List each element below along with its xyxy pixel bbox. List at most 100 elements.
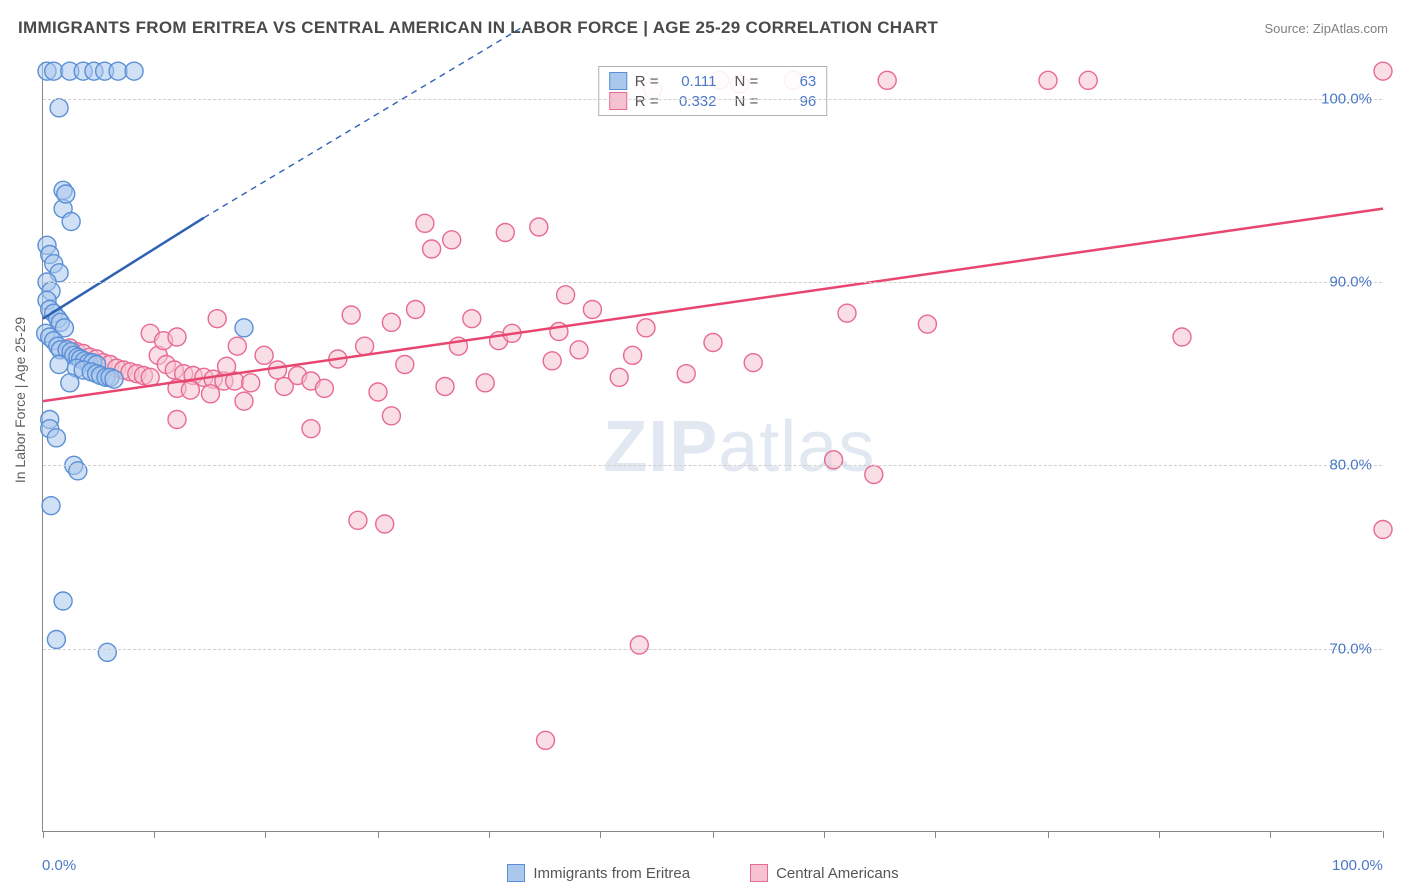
data-point — [624, 346, 642, 364]
y-tick-label: 90.0% — [1329, 274, 1372, 291]
data-point — [570, 341, 588, 359]
data-point — [235, 319, 253, 337]
data-point — [62, 213, 80, 231]
data-point — [436, 378, 454, 396]
legend-n-value: 96 — [766, 93, 816, 110]
legend-r-label: R = — [635, 93, 659, 110]
data-point — [637, 319, 655, 337]
chart-source: Source: ZipAtlas.com — [1264, 21, 1388, 36]
bottom-legend: Immigrants from Eritrea Central Americans — [0, 864, 1406, 882]
x-tick-label: 100.0% — [1332, 857, 1383, 874]
data-point — [109, 62, 127, 80]
data-point — [918, 315, 936, 333]
data-point — [342, 306, 360, 324]
data-point — [47, 631, 65, 649]
x-tick — [1048, 831, 1049, 838]
data-point — [1374, 62, 1392, 80]
data-point — [476, 374, 494, 392]
data-point — [878, 71, 896, 89]
x-tick — [600, 831, 601, 838]
x-tick — [154, 831, 155, 838]
data-point — [302, 420, 320, 438]
data-point — [1173, 328, 1191, 346]
data-point — [125, 62, 143, 80]
legend-n-label: N = — [735, 93, 759, 110]
gridline-h — [43, 99, 1382, 100]
legend-r-value: 0.332 — [667, 93, 717, 110]
data-point — [168, 411, 186, 429]
data-point — [168, 328, 186, 346]
legend-item: Immigrants from Eritrea — [507, 864, 690, 882]
legend-swatch — [609, 72, 627, 90]
data-point — [543, 352, 561, 370]
y-tick-label: 70.0% — [1329, 640, 1372, 657]
data-point — [47, 429, 65, 447]
legend-swatch — [507, 864, 525, 882]
data-point — [349, 511, 367, 529]
data-point — [242, 374, 260, 392]
x-tick-label: 0.0% — [42, 857, 76, 874]
data-point — [1039, 71, 1057, 89]
plot-area: ZIPatlas R =0.111N =63R =0.332N =96 70.0… — [42, 62, 1382, 832]
gridline-h — [43, 465, 1382, 466]
x-tick — [43, 831, 44, 838]
data-point — [98, 643, 116, 661]
data-point — [463, 310, 481, 328]
data-point — [202, 385, 220, 403]
data-point — [744, 354, 762, 372]
data-point — [537, 731, 555, 749]
data-point — [181, 381, 199, 399]
data-point — [356, 337, 374, 355]
chart-title: IMMIGRANTS FROM ERITREA VS CENTRAL AMERI… — [18, 18, 938, 38]
data-point — [315, 379, 333, 397]
data-point — [57, 185, 75, 203]
x-tick — [1159, 831, 1160, 838]
data-point — [1374, 521, 1392, 539]
data-point — [382, 407, 400, 425]
correlation-legend: R =0.111N =63R =0.332N =96 — [598, 66, 828, 116]
x-tick — [1383, 831, 1384, 838]
y-tick-label: 80.0% — [1329, 457, 1372, 474]
correlation-legend-row: R =0.111N =63 — [609, 71, 817, 91]
legend-n-label: N = — [735, 73, 759, 90]
data-point — [235, 392, 253, 410]
x-tick — [824, 831, 825, 838]
data-point — [704, 334, 722, 352]
data-point — [1079, 71, 1097, 89]
data-point — [407, 301, 425, 319]
x-tick — [935, 831, 936, 838]
legend-r-value: 0.111 — [667, 73, 717, 90]
data-point — [50, 99, 68, 117]
data-point — [54, 592, 72, 610]
data-point — [396, 356, 414, 374]
data-point — [255, 346, 273, 364]
x-tick — [378, 831, 379, 838]
data-point — [630, 636, 648, 654]
data-point — [838, 304, 856, 322]
legend-r-label: R = — [635, 73, 659, 90]
data-point — [369, 383, 387, 401]
data-point — [443, 231, 461, 249]
data-point — [376, 515, 394, 533]
data-point — [865, 466, 883, 484]
legend-item: Central Americans — [750, 864, 899, 882]
data-point — [583, 301, 601, 319]
data-point — [677, 365, 695, 383]
y-axis-title: In Labor Force | Age 25-29 — [12, 317, 28, 483]
data-point — [208, 310, 226, 328]
data-point — [42, 497, 60, 515]
data-point — [45, 62, 63, 80]
data-point — [557, 286, 575, 304]
chart-svg — [43, 62, 1382, 831]
y-tick-label: 100.0% — [1321, 90, 1372, 107]
x-tick — [713, 831, 714, 838]
data-point — [610, 368, 628, 386]
data-point — [496, 224, 514, 242]
data-point — [105, 370, 123, 388]
legend-label: Central Americans — [776, 865, 899, 882]
gridline-h — [43, 282, 1382, 283]
data-point — [530, 218, 548, 236]
gridline-h — [43, 649, 1382, 650]
trend-line — [43, 209, 1383, 401]
data-point — [416, 214, 434, 232]
